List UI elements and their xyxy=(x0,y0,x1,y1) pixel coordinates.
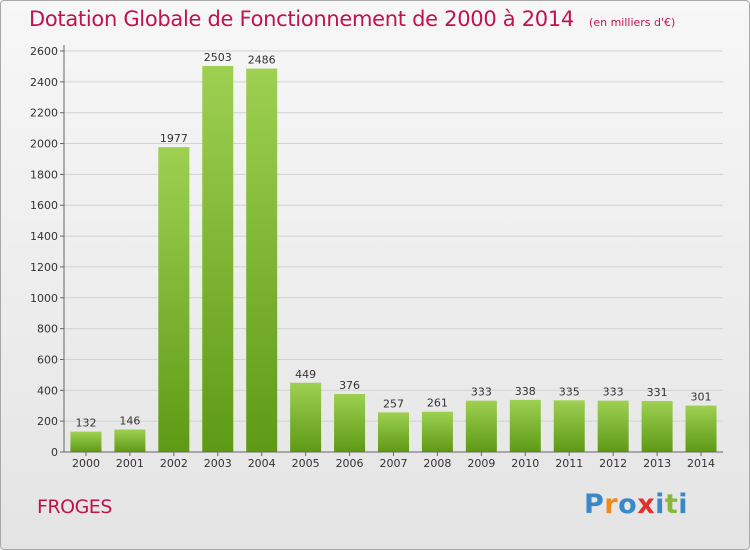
bar xyxy=(378,412,409,452)
proxiti-logo: Proxiti xyxy=(584,489,688,520)
y-tick-label: 0 xyxy=(51,446,58,459)
x-axis: 2000 2001 2002 2003 2004 2005 2006 2007 2008 2009… xyxy=(64,451,723,470)
title-row: Dotation Globale de Fonctionnement de 20… xyxy=(29,7,675,31)
x-tick-label: 2004 xyxy=(248,457,276,470)
bar-value-label: 2486 xyxy=(248,54,276,67)
y-tick-label: 2000 xyxy=(30,138,58,151)
bar xyxy=(246,68,278,452)
bar xyxy=(465,400,497,452)
x-tick-label: 2010 xyxy=(511,457,539,470)
bar xyxy=(158,147,190,453)
bar xyxy=(641,400,673,452)
bar-value-label: 331 xyxy=(647,386,668,399)
bar xyxy=(685,405,717,452)
bar-value-label: 2503 xyxy=(204,51,232,64)
bar-value-label: 335 xyxy=(559,385,580,398)
bar xyxy=(70,431,102,452)
x-tick-label: 2014 xyxy=(687,457,715,470)
logo-letter: t xyxy=(664,489,679,520)
bar-value-label: 333 xyxy=(471,386,492,399)
bar-value-label: 257 xyxy=(383,397,404,410)
y-tick-label: 1800 xyxy=(30,168,58,181)
bar-value-label: 449 xyxy=(295,368,316,381)
x-tick-label: 2006 xyxy=(336,457,364,470)
chart-title: Dotation Globale de Fonctionnement de 20… xyxy=(29,7,574,31)
bar xyxy=(334,394,366,452)
x-tick-label: 2009 xyxy=(467,457,495,470)
x-tick-label: 2001 xyxy=(116,457,144,470)
bar-value-label: 1977 xyxy=(160,132,188,145)
bar-value-label: 261 xyxy=(427,397,448,410)
y-tick-label: 1200 xyxy=(30,261,58,274)
logo-letter: i xyxy=(655,489,665,520)
bar-value-label: 146 xyxy=(119,414,140,427)
bar xyxy=(290,382,322,452)
x-tick-label: 2008 xyxy=(423,457,451,470)
x-tick-label: 2000 xyxy=(72,457,100,470)
y-tick-label: 400 xyxy=(37,384,58,397)
y-tick-label: 1000 xyxy=(30,292,58,305)
bar xyxy=(421,411,453,452)
logo-letter: x xyxy=(637,489,656,520)
chart-subtitle: (en milliers d'€) xyxy=(589,16,676,29)
x-tick-label: 2002 xyxy=(160,457,188,470)
x-tick-label: 2005 xyxy=(292,457,320,470)
logo-letter: i xyxy=(678,489,689,520)
bar-value-label: 301 xyxy=(691,391,712,404)
y-tick-label: 2200 xyxy=(30,107,58,120)
y-tick-label: 1400 xyxy=(30,230,58,243)
bar-value-label: 376 xyxy=(339,379,360,392)
y-tick-label: 200 xyxy=(37,415,58,428)
x-tick-label: 2011 xyxy=(555,457,583,470)
bar xyxy=(597,400,629,452)
y-tick-label: 2400 xyxy=(30,76,58,89)
y-tick-label: 1600 xyxy=(30,199,58,212)
x-tick-label: 2012 xyxy=(599,457,627,470)
bar-value-label: 338 xyxy=(515,385,536,398)
bar-value-label: 132 xyxy=(75,417,96,430)
logo-letter: P xyxy=(584,489,605,520)
x-tick-label: 2007 xyxy=(380,457,408,470)
x-tick-label: 2013 xyxy=(643,457,671,470)
y-tick-label: 800 xyxy=(37,323,58,336)
y-axis: 0 200 400 600 800 1000 1200 1400 1600 1800 2000 220… xyxy=(30,45,65,459)
commune-name: FROGES xyxy=(37,496,112,518)
bar xyxy=(202,65,234,452)
bar xyxy=(114,429,146,452)
y-tick-label: 600 xyxy=(37,353,58,366)
x-tick-label: 2003 xyxy=(204,457,232,470)
y-tick-label: 2600 xyxy=(30,45,58,58)
bar xyxy=(509,399,541,452)
bars: 132 146 1977 2503 2486 449 376 257 261 333 338 335 3… xyxy=(70,51,717,453)
bar-value-label: 333 xyxy=(603,386,624,399)
logo-letter: r xyxy=(604,489,619,520)
bar xyxy=(553,400,585,452)
logo-letter: o xyxy=(618,489,638,520)
